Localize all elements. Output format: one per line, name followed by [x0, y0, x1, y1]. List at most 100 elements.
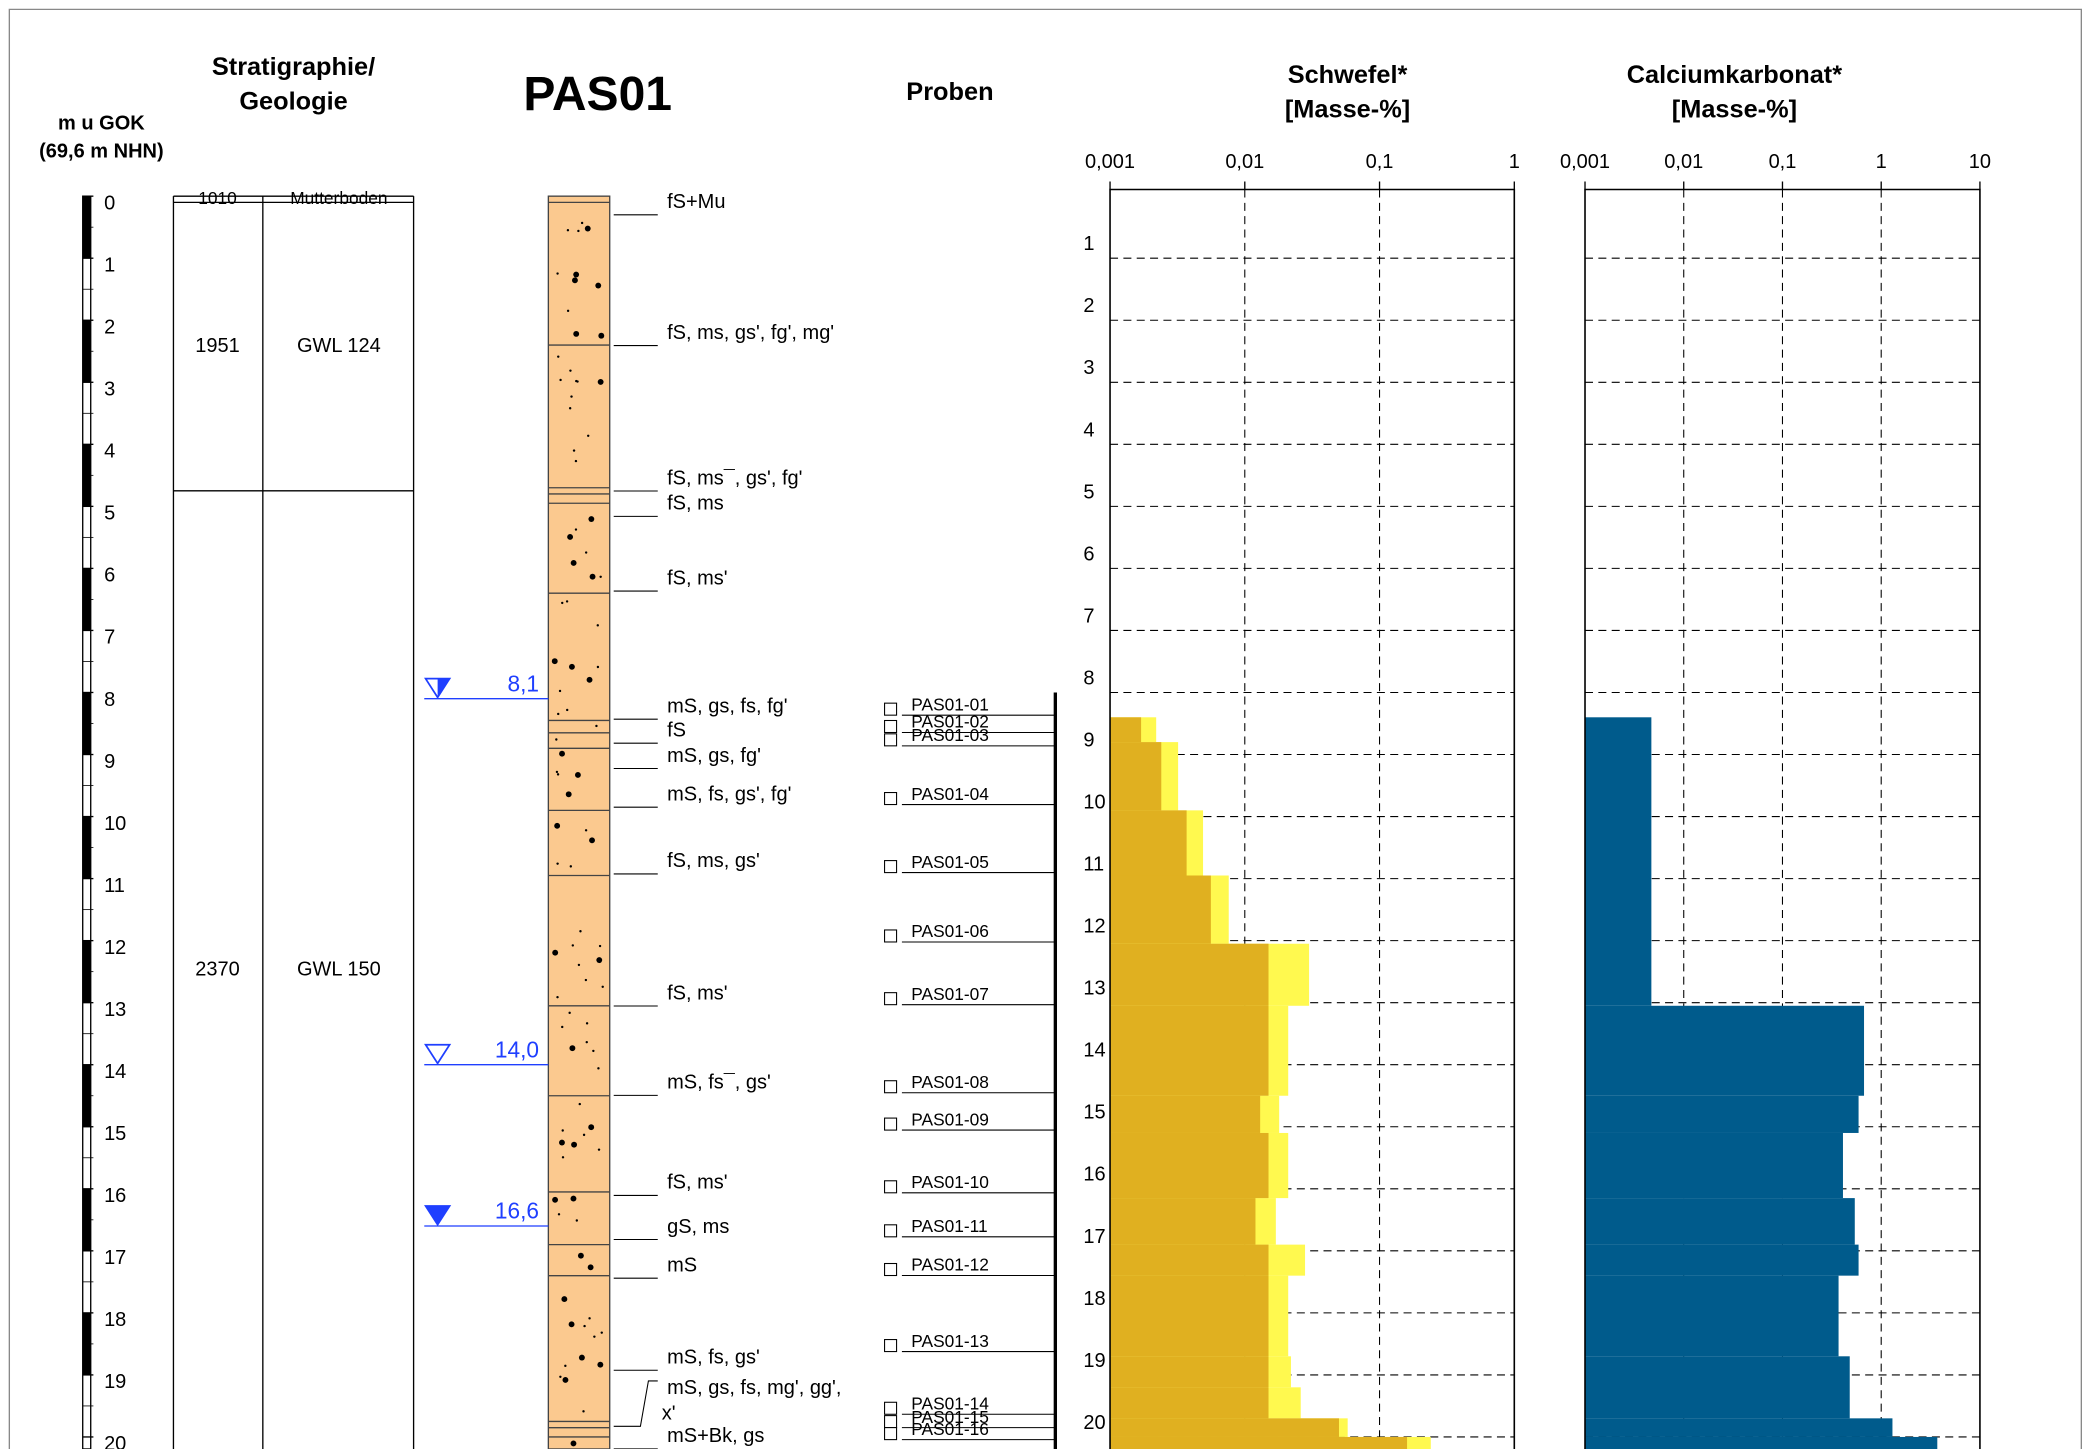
sample-box: [884, 719, 898, 734]
grain-dot: [598, 960, 601, 964]
chart-frame: [1109, 188, 1516, 1449]
page-frame: [8, 8, 2082, 1449]
leader-line: [613, 1380, 658, 1427]
x-tick-label: 10: [1969, 151, 1991, 173]
lithology-label: fS, ms': [667, 982, 727, 1004]
sample-label: PAS01-13: [911, 1331, 989, 1351]
bar: [1110, 1436, 1408, 1449]
depth-label: 8: [104, 689, 115, 711]
bar: [1110, 1356, 1269, 1388]
grain-dot: [582, 1410, 585, 1413]
borehole-title: PAS01: [523, 68, 672, 121]
grain-dot: [568, 1321, 575, 1328]
sample-box: [884, 1415, 898, 1429]
grain-dot: [552, 949, 559, 956]
depth-label: 19: [104, 1371, 126, 1393]
grain-dot: [562, 1377, 569, 1383]
bar: [1110, 810, 1187, 876]
depth-label: 13: [104, 999, 126, 1021]
grain-dot: [585, 1022, 589, 1025]
x-tick-label: 0,001: [1085, 151, 1135, 173]
y-tick-label: 6: [1083, 543, 1094, 565]
sample-label: PAS01-04: [911, 784, 989, 804]
x-tick-label: 1: [1876, 151, 1887, 173]
lithology-label: gS, ms: [667, 1216, 729, 1238]
grain-dot: [585, 1040, 588, 1044]
strat-code: 2370: [195, 958, 240, 980]
grain-dot: [588, 1317, 591, 1320]
grain-dot: [565, 791, 572, 798]
grain-dot: [584, 225, 591, 232]
y-tick-label: 14: [1083, 1040, 1105, 1062]
chart-title: Calciumkarbonat*: [1627, 61, 1842, 89]
grain-dot: [596, 624, 599, 627]
grain-dot: [552, 1196, 559, 1203]
bar: [1585, 1095, 1859, 1133]
depth-label: 17: [104, 1247, 126, 1269]
depth-label: 1: [104, 254, 115, 276]
sample-label: PAS01-15: [911, 1407, 989, 1427]
depth-label: 9: [104, 751, 115, 773]
grain-dot: [568, 663, 575, 670]
sample-label: PAS01-02: [911, 712, 989, 732]
sample-box: [884, 1180, 898, 1194]
grain-dot: [572, 277, 578, 284]
water-level-symbol: [424, 1043, 452, 1065]
sample-label: PAS01-10: [911, 1172, 989, 1192]
lithology-label: fS, ms, gs', fg', mg': [667, 322, 834, 344]
grain-dot: [566, 228, 570, 232]
grain-dot: [570, 1195, 577, 1202]
strat-unit: Mutterboden: [290, 188, 387, 208]
water-level-label: 8,1: [507, 670, 539, 696]
grain-dot: [589, 573, 596, 580]
depth-label: 0: [104, 192, 115, 214]
lithology-label: fS, ms¯, gs', fg': [667, 467, 802, 489]
depth-label: 7: [104, 627, 115, 649]
y-tick-label: 20: [1083, 1412, 1105, 1434]
lithology-label: mS, fs¯, gs': [667, 1072, 771, 1094]
grain-dot: [559, 1139, 565, 1146]
grain-dot: [573, 330, 580, 337]
bar: [1110, 1132, 1269, 1199]
grain-dot: [576, 380, 579, 383]
grain-dot: [575, 1219, 579, 1222]
bar: [1585, 1436, 1938, 1449]
sample-label: PAS01-03: [911, 725, 989, 745]
sample-label: PAS01-09: [911, 1109, 989, 1129]
sample-box: [884, 1224, 898, 1238]
sample-box: [884, 860, 898, 874]
depth-label: 6: [104, 565, 115, 587]
grain-dot: [572, 449, 576, 452]
grain-dot: [579, 930, 582, 933]
strat-code: 1010: [198, 188, 237, 208]
bar: [1585, 1198, 1855, 1245]
grain-dot: [564, 1364, 567, 1368]
grain-dot: [569, 1045, 576, 1052]
grain-dot: [556, 272, 559, 275]
y-tick-label: 16: [1083, 1164, 1105, 1186]
chart-frame: [1584, 188, 1981, 1449]
x-tick-label: 0,1: [1769, 151, 1797, 173]
grain-dot: [551, 658, 558, 665]
grain-dot: [584, 978, 588, 982]
depth-label: 18: [104, 1309, 126, 1331]
grain-dot: [597, 378, 604, 385]
bar: [1110, 1418, 1339, 1437]
lithology-label: fS, ms': [667, 567, 727, 589]
grain-dot: [593, 1335, 596, 1338]
bar: [1585, 1418, 1893, 1437]
x-tick-label: 0,01: [1225, 151, 1264, 173]
sample-box: [884, 1401, 898, 1415]
lithology-label: fS+Mu: [667, 191, 725, 213]
grain-dot: [565, 600, 569, 603]
depth-title: m u GOK: [58, 112, 145, 134]
depth-label: 3: [104, 379, 115, 401]
grain-dot: [587, 1264, 594, 1271]
depth-label: 12: [104, 937, 126, 959]
grain-dot: [555, 738, 558, 741]
grain-dot: [577, 963, 581, 967]
y-tick-label: 8: [1083, 667, 1094, 689]
sample-box: [884, 1339, 898, 1353]
grain-dot: [557, 1213, 561, 1216]
grain-dot: [557, 712, 560, 716]
